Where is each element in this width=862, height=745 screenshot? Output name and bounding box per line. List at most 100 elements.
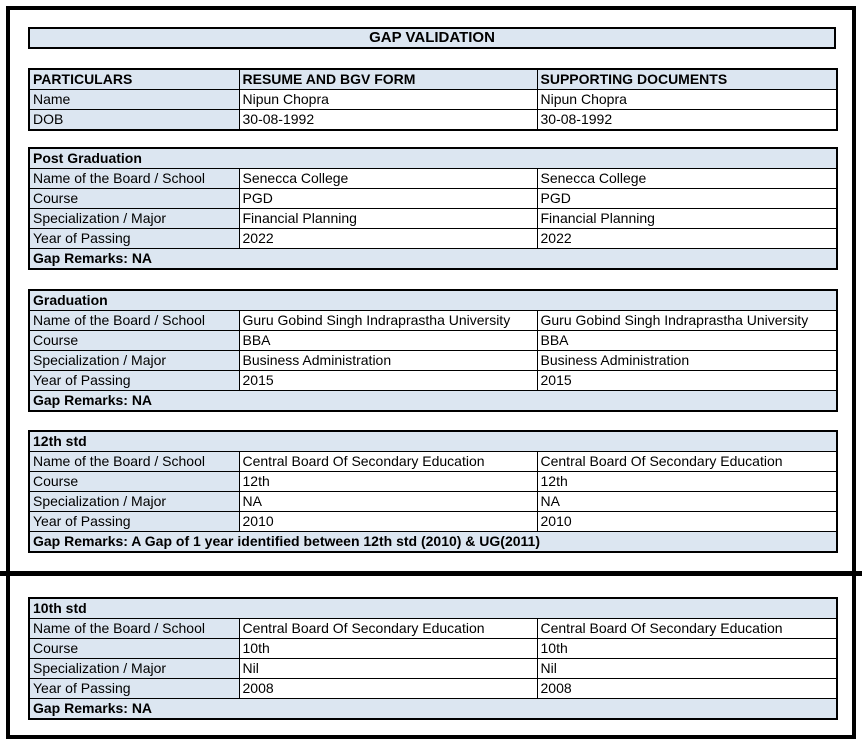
- supporting-value-dob: 30-08-1992: [536, 109, 838, 131]
- section-title: Graduation: [28, 289, 838, 311]
- section-title: Post Graduation: [28, 147, 838, 169]
- resume-value-name: Nipun Chopra: [238, 89, 538, 110]
- resume-value: Financial Planning: [238, 208, 538, 229]
- resume-value: 2008: [238, 678, 538, 699]
- resume-value: Central Board Of Secondary Education: [238, 618, 538, 639]
- table-row: Name of the Board / School Central Board…: [28, 618, 838, 639]
- supporting-value: BBA: [536, 330, 838, 351]
- section-title: 12th std: [28, 430, 838, 452]
- row-label: Name of the Board / School: [28, 618, 240, 639]
- resume-value: 2010: [238, 511, 538, 532]
- gap-remarks: Gap Remarks: NA: [28, 248, 838, 270]
- page-title: GAP VALIDATION: [28, 27, 836, 49]
- resume-value: 2015: [238, 370, 538, 391]
- section-title-row: 10th std: [28, 597, 838, 619]
- section-table-post-graduation: Post Graduation Name of the Board / Scho…: [28, 147, 839, 270]
- col-header-resume-bgv: RESUME AND BGV FORM: [238, 68, 538, 90]
- row-label: Name of the Board / School: [28, 310, 240, 331]
- table-row: Year of Passing 2008 2008: [28, 678, 838, 699]
- supporting-value: Business Administration: [536, 350, 838, 371]
- row-label: Name of the Board / School: [28, 168, 240, 189]
- table-row: Year of Passing 2010 2010: [28, 511, 838, 532]
- row-label: Course: [28, 638, 240, 659]
- table-row: Year of Passing 2015 2015: [28, 370, 838, 391]
- table-header-row: PARTICULARS RESUME AND BGV FORM SUPPORTI…: [28, 68, 838, 90]
- resume-value: Central Board Of Secondary Education: [238, 451, 538, 472]
- row-label: Year of Passing: [28, 678, 240, 699]
- supporting-value: 2008: [536, 678, 838, 699]
- row-label: Specialization / Major: [28, 208, 240, 229]
- supporting-value: 10th: [536, 638, 838, 659]
- gap-remarks: Gap Remarks: NA: [28, 698, 838, 720]
- row-label: Course: [28, 188, 240, 209]
- resume-value: 12th: [238, 471, 538, 492]
- section-title: 10th std: [28, 597, 838, 619]
- gap-remarks-row: Gap Remarks: NA: [28, 248, 838, 270]
- gap-remarks-row: Gap Remarks: NA: [28, 390, 838, 412]
- resume-value: Senecca College: [238, 168, 538, 189]
- table-row: Course PGD PGD: [28, 188, 838, 209]
- table-row: Specialization / Major Business Administ…: [28, 350, 838, 371]
- table-row: Specialization / Major Financial Plannin…: [28, 208, 838, 229]
- row-label: Year of Passing: [28, 511, 240, 532]
- table-row: Year of Passing 2022 2022: [28, 228, 838, 249]
- resume-value: NA: [238, 491, 538, 512]
- gap-remarks: Gap Remarks: A Gap of 1 year identified …: [28, 531, 838, 553]
- particulars-table: PARTICULARS RESUME AND BGV FORM SUPPORTI…: [28, 68, 838, 131]
- resume-value-dob: 30-08-1992: [238, 109, 538, 131]
- page-border: [6, 6, 856, 739]
- section-table-graduation: Graduation Name of the Board / School Gu…: [28, 289, 839, 412]
- row-label: Year of Passing: [28, 370, 240, 391]
- row-label: Course: [28, 330, 240, 351]
- table-row: Name of the Board / School Senecca Colle…: [28, 168, 838, 189]
- row-label-dob: DOB: [28, 109, 240, 131]
- supporting-value: PGD: [536, 188, 838, 209]
- section-title-row: 12th std: [28, 430, 838, 452]
- supporting-value: Guru Gobind Singh Indraprastha Universit…: [536, 310, 838, 331]
- table-row: DOB 30-08-1992 30-08-1992: [28, 109, 838, 131]
- section-title-row: Graduation: [28, 289, 838, 311]
- row-label: Specialization / Major: [28, 658, 240, 679]
- table-row: Name of the Board / School Guru Gobind S…: [28, 310, 838, 331]
- row-label: Year of Passing: [28, 228, 240, 249]
- supporting-value: Nil: [536, 658, 838, 679]
- supporting-value: Financial Planning: [536, 208, 838, 229]
- col-header-particulars: PARTICULARS: [28, 68, 240, 90]
- resume-value: PGD: [238, 188, 538, 209]
- section-table-12th-std: 12th std Name of the Board / School Cent…: [28, 430, 839, 553]
- table-row: Course BBA BBA: [28, 330, 838, 351]
- table-row: Course 12th 12th: [28, 471, 838, 492]
- section-divider-line: [0, 571, 862, 576]
- supporting-value: NA: [536, 491, 838, 512]
- supporting-value: 12th: [536, 471, 838, 492]
- gap-remarks: Gap Remarks: NA: [28, 390, 838, 412]
- table-row: Specialization / Major NA NA: [28, 491, 838, 512]
- resume-value: 10th: [238, 638, 538, 659]
- row-label: Specialization / Major: [28, 491, 240, 512]
- table-row: Course 10th 10th: [28, 638, 838, 659]
- supporting-value: 2015: [536, 370, 838, 391]
- table-row: Name Nipun Chopra Nipun Chopra: [28, 89, 838, 110]
- gap-remarks-row: Gap Remarks: A Gap of 1 year identified …: [28, 531, 838, 553]
- row-label: Course: [28, 471, 240, 492]
- resume-value: 2022: [238, 228, 538, 249]
- resume-value: Business Administration: [238, 350, 538, 371]
- table-row: Specialization / Major Nil Nil: [28, 658, 838, 679]
- section-title-row: Post Graduation: [28, 147, 838, 169]
- row-label: Specialization / Major: [28, 350, 240, 371]
- resume-value: Nil: [238, 658, 538, 679]
- col-header-supporting-docs: SUPPORTING DOCUMENTS: [536, 68, 838, 90]
- resume-value: Guru Gobind Singh Indraprastha Universit…: [238, 310, 538, 331]
- resume-value: BBA: [238, 330, 538, 351]
- supporting-value: 2022: [536, 228, 838, 249]
- supporting-value: 2010: [536, 511, 838, 532]
- table-row: Name of the Board / School Central Board…: [28, 451, 838, 472]
- supporting-value: Central Board Of Secondary Education: [536, 451, 838, 472]
- gap-remarks-row: Gap Remarks: NA: [28, 698, 838, 720]
- row-label: Name of the Board / School: [28, 451, 240, 472]
- supporting-value: Senecca College: [536, 168, 838, 189]
- section-table-10th-std: 10th std Name of the Board / School Cent…: [28, 597, 839, 720]
- supporting-value-name: Nipun Chopra: [536, 89, 838, 110]
- row-label-name: Name: [28, 89, 240, 110]
- supporting-value: Central Board Of Secondary Education: [536, 618, 838, 639]
